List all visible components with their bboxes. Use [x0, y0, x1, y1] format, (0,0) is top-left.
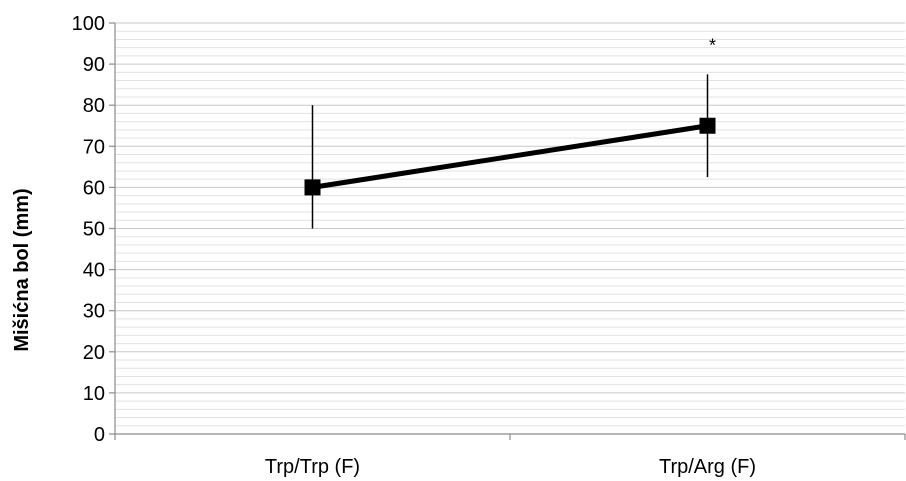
- y-tick-label: 20: [83, 342, 105, 364]
- significance-annotation: *: [709, 35, 716, 55]
- y-tick-label: 40: [83, 260, 105, 282]
- y-tick-label: 60: [83, 177, 105, 199]
- data-point-marker: [304, 179, 321, 196]
- x-tick-label: Trp/Arg (F): [659, 456, 756, 478]
- x-axis-ticks: Trp/Trp (F) Trp/Arg (F): [114, 434, 906, 478]
- y-tick-label: 90: [83, 54, 105, 76]
- y-tick-label: 0: [94, 424, 105, 446]
- y-axis-ticks: 0 10 20 30 40 50 60 70 80 90 100: [72, 13, 115, 446]
- y-tick-label: 70: [83, 136, 105, 158]
- y-tick-label: 30: [83, 301, 105, 323]
- error-bars: [311, 74, 709, 229]
- annotations: *: [709, 35, 716, 55]
- y-axis-title: Mišićna bol (mm): [11, 188, 33, 351]
- series-line: [312, 123, 708, 190]
- grid-lines: [115, 22, 905, 427]
- data-markers: [304, 117, 716, 196]
- y-tick-label: 80: [83, 95, 105, 117]
- data-point-marker: [699, 117, 716, 134]
- x-tick-label: Trp/Trp (F): [265, 456, 360, 478]
- y-tick-label: 10: [83, 383, 105, 405]
- y-tick-label: 100: [72, 13, 105, 35]
- series-lines: [312, 123, 708, 190]
- y-tick-label: 50: [83, 219, 105, 241]
